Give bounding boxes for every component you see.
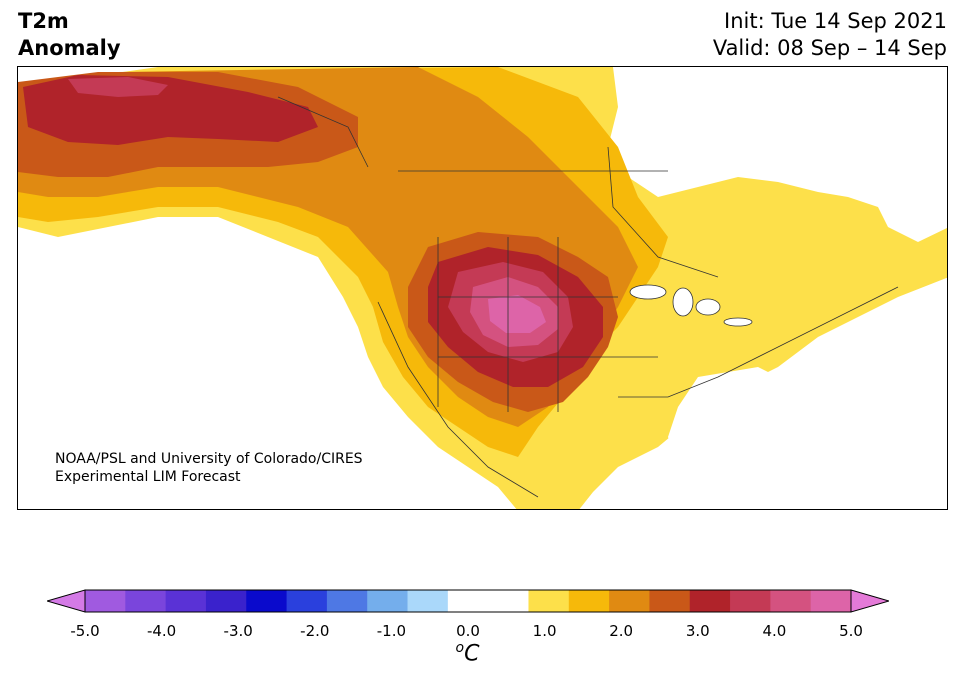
credit-line-1: NOAA/PSL and University of Colorado/CIRE…	[55, 451, 363, 467]
contour-4-0	[488, 295, 546, 333]
colorbar-cell	[125, 590, 167, 612]
colorbar-cell	[246, 590, 288, 612]
colorbar-cell	[488, 590, 529, 612]
colorbar-cell	[689, 590, 731, 612]
state-lines	[437, 237, 658, 412]
colorbar-cell	[407, 590, 449, 612]
colorbar-tick-label: -4.0	[146, 622, 177, 640]
init-date: Init: Tue 14 Sep 2021	[724, 9, 947, 33]
canada-border-east	[607, 146, 719, 278]
colorbar-cell	[770, 590, 812, 612]
colorbar-tick-label: -1.0	[376, 622, 407, 640]
data-credit: NOAA/PSL and University of Colorado/CIRE…	[55, 450, 363, 486]
anomaly-label: Anomaly	[18, 36, 121, 60]
great-lakes	[629, 284, 753, 327]
pacific-coastline	[377, 301, 539, 498]
colorbar-cell	[568, 590, 610, 612]
colorbar-cell	[810, 590, 852, 612]
colorbar-cell	[528, 590, 570, 612]
colorbar-cell	[205, 590, 247, 612]
colorbar-cell	[165, 590, 207, 612]
colorbar-cell	[326, 590, 368, 612]
colorbar-cell	[730, 590, 771, 612]
colorbar-cell	[609, 590, 650, 612]
contour-3-0-alaska	[68, 77, 168, 97]
credit-line-2: Experimental LIM Forecast	[55, 469, 241, 485]
map-title: T2m Anomaly	[18, 8, 121, 62]
political-boundaries	[277, 96, 899, 498]
anomaly-map-svg	[18, 67, 947, 509]
colorbar-unit: oC	[0, 640, 935, 666]
colorbar-tick-label: 5.0	[839, 622, 863, 640]
variable-label: T2m	[18, 9, 69, 33]
anomaly-map	[17, 66, 948, 510]
colorbar-cell	[367, 590, 409, 612]
colorbar-cell	[447, 590, 489, 612]
colorbar-cell	[649, 590, 691, 612]
colorbar-tick-label: 0.0	[456, 622, 480, 640]
colorbar	[47, 589, 889, 613]
colorbar-under-triangle	[47, 589, 86, 613]
date-info: Init: Tue 14 Sep 2021 Valid: 08 Sep – 14…	[713, 8, 947, 62]
degree-sup: o	[455, 640, 465, 656]
colorbar-tick-label: -3.0	[223, 622, 253, 640]
colorbar-tick-label: 2.0	[609, 622, 634, 640]
colorbar-tick-label: -2.0	[300, 622, 330, 640]
valid-period: Valid: 08 Sep – 14 Sep	[712, 36, 947, 60]
colorbar-over-triangle	[850, 589, 889, 613]
colorbar-tick-label: 3.0	[685, 622, 710, 640]
unit-base: C	[464, 641, 480, 667]
colorbar-tick-label: 4.0	[762, 622, 787, 640]
colorbar-frame	[84, 589, 852, 613]
colorbar-tick-label: -5.0	[70, 622, 100, 640]
colorbar-cells	[85, 590, 852, 612]
colorbar-cell	[286, 590, 328, 612]
neutral-region-southeast	[668, 367, 808, 487]
colorbar-tick-label: 1.0	[532, 622, 557, 640]
gulf-atlantic-coastline	[618, 286, 899, 398]
colorbar-cell	[85, 590, 126, 612]
alaska-yukon-border	[277, 96, 369, 168]
neutral-region-east-canada	[608, 67, 947, 242]
